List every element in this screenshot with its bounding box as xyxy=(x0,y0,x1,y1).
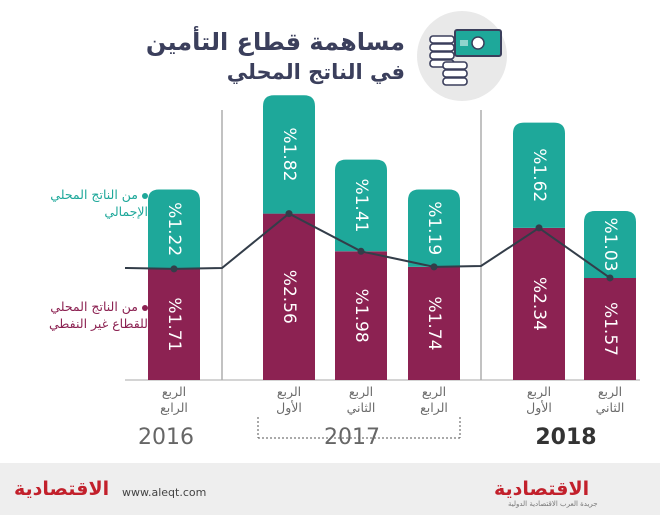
x-tick-label-2: الربع xyxy=(349,384,373,400)
x-tick-label-1: الربع xyxy=(277,384,301,400)
brand-logo-left[interactable]: الاقتصادية xyxy=(14,478,110,500)
year-label-2017: 2017 xyxy=(324,425,380,450)
data-label-total-3: %1.19 xyxy=(424,201,444,255)
legend-total-label-1: من الناتج المحلي xyxy=(50,187,138,202)
money-icon xyxy=(417,11,507,101)
brand-logo-right[interactable]: الاقتصادية xyxy=(494,478,590,500)
bar-nonoil-3 xyxy=(408,266,460,380)
brand-tagline: جريدة العرب الاقتصادية الدولية xyxy=(508,500,598,508)
connector-point-1 xyxy=(285,210,293,218)
connector-point-3 xyxy=(430,263,438,271)
x-tick-label-4: الأول xyxy=(526,400,552,416)
legend-nonoil-dot xyxy=(142,304,148,311)
connector-point-4 xyxy=(535,224,543,232)
legend-total: من الناتج المحلي الإجمالي xyxy=(50,186,148,220)
connector-point-2 xyxy=(357,247,365,255)
bar-nonoil-1 xyxy=(263,213,315,380)
year-label-2018: 2018 xyxy=(535,425,596,450)
bar-total-3 xyxy=(408,189,460,267)
year-labels-group: 2016 2017 2018 xyxy=(138,425,597,450)
bar-total-2 xyxy=(335,159,387,252)
chart-title-line1: مساهمة قطاع التأمين xyxy=(145,28,405,56)
bar-total-1 xyxy=(263,95,315,214)
data-label-total-0: %1.22 xyxy=(164,202,184,256)
bar-total-0 xyxy=(148,189,200,269)
chart-title-line2: في الناتج المحلي xyxy=(226,60,405,84)
x-tick-label-0: الربع xyxy=(162,384,186,400)
data-label-nonoil-4: %2.34 xyxy=(529,277,549,331)
connector-point-0 xyxy=(170,265,178,273)
website-link[interactable]: www.aleqt.com xyxy=(122,486,207,499)
data-label-nonoil-1: %2.56 xyxy=(279,270,299,324)
x-tick-label-1: الأول xyxy=(276,400,302,416)
legend-total-label-2: الإجمالي xyxy=(104,204,148,219)
data-label-total-1: %1.82 xyxy=(279,127,299,181)
data-label-total-4: %1.62 xyxy=(529,148,549,202)
footer-bar xyxy=(0,463,660,515)
legend-total-dot xyxy=(142,192,148,199)
data-label-total-2: %1.41 xyxy=(351,178,371,232)
x-tick-labels-group: الربعالرابعالربعالأولالربعالثانيالربعالر… xyxy=(160,384,624,416)
year-label-2016: 2016 xyxy=(138,425,194,450)
legend-nonoil: من الناتج المحلي للقطاع غير النفطي xyxy=(49,298,148,332)
bar-nonoil-2 xyxy=(335,251,387,380)
data-label-nonoil-0: %1.71 xyxy=(164,297,184,351)
x-tick-label-5: الثاني xyxy=(596,400,625,415)
connector-point-5 xyxy=(606,274,614,282)
x-tick-label-0: الرابع xyxy=(160,400,188,416)
legend-nonoil-label-2: للقطاع غير النفطي xyxy=(49,316,148,331)
bar-nonoil-0 xyxy=(148,268,200,380)
x-tick-label-3: الربع xyxy=(422,384,446,400)
bar-total-5 xyxy=(584,211,636,278)
bar-nonoil-4 xyxy=(513,227,565,380)
bar-nonoil-5 xyxy=(584,277,636,380)
x-tick-label-3: الرابع xyxy=(420,400,448,416)
bars-group xyxy=(148,95,636,380)
data-label-total-5: %1.03 xyxy=(600,217,620,271)
connector-line-group xyxy=(124,210,614,282)
value-labels-group: %1.22 %1.71 %1.82 %2.56 %1.41 %1.98 %1.19 %1.74… xyxy=(164,127,620,356)
data-label-nonoil-5: %1.57 xyxy=(600,302,620,356)
x-tick-label-4: الربع xyxy=(527,384,551,400)
x-tick-label-2: الثاني xyxy=(347,400,376,415)
data-label-nonoil-2: %1.98 xyxy=(351,289,371,343)
data-label-nonoil-3: %1.74 xyxy=(424,296,444,350)
legend-nonoil-label-1: من الناتج المحلي xyxy=(50,299,138,314)
bar-total-4 xyxy=(513,122,565,228)
x-tick-label-5: الربع xyxy=(598,384,622,400)
